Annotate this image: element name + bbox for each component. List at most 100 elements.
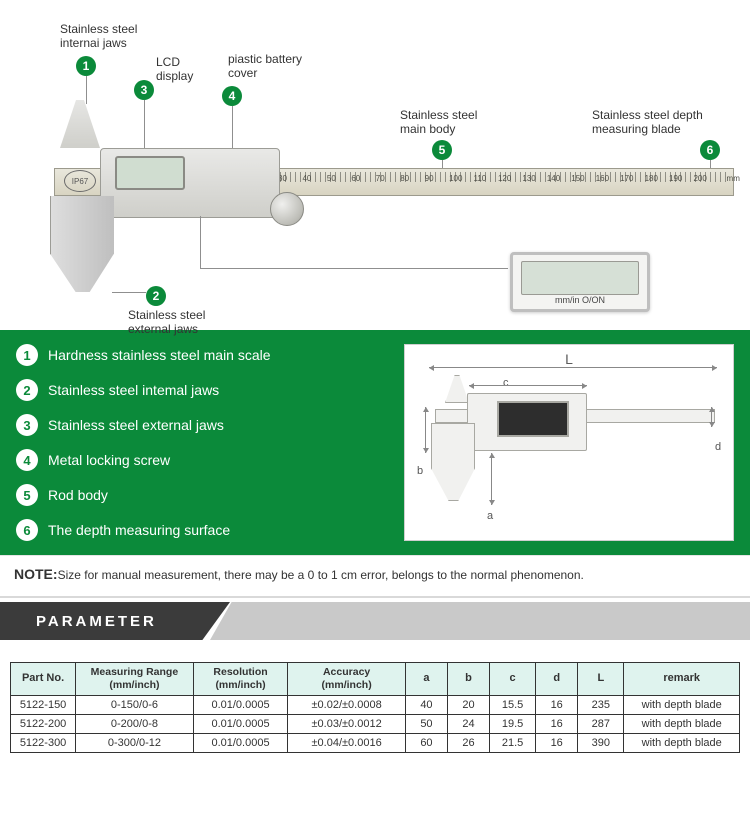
col-b: b <box>447 663 489 696</box>
feature-text: The depth measuring surface <box>48 522 230 538</box>
leader-1 <box>86 76 87 104</box>
callout-6-badge: 6 <box>700 140 720 160</box>
feature-list: 1 Hardness stainless steel main scale 2St… <box>16 344 386 541</box>
col-acc: Accuracy(mm/inch) <box>288 663 406 696</box>
cell: 15.5 <box>489 696 535 715</box>
tick: 80 <box>400 174 424 183</box>
parameter-title: PARAMETER <box>36 613 157 630</box>
dim-arrow-L <box>429 367 717 368</box>
dimension-drawing: L c d b a <box>404 344 734 541</box>
col-range: Measuring Range(mm/inch) <box>76 663 194 696</box>
col-d: d <box>536 663 578 696</box>
tick: 190 <box>669 174 693 183</box>
callout-4-label: piastic batterycover <box>228 52 302 81</box>
parameter-table: Part No. Measuring Range(mm/inch) Resolu… <box>10 662 740 753</box>
feature-num: 4 <box>16 449 38 471</box>
dim-internal-jaws <box>445 375 469 403</box>
dim-varrow-a <box>491 453 492 505</box>
cell: 5122-200 <box>11 715 76 734</box>
col-a: a <box>405 663 447 696</box>
callout-6-label: Stainless steel depthmeasuring blade <box>592 108 703 137</box>
feature-num: 3 <box>16 414 38 436</box>
callout-2-label: Stainless steelexternal jaws <box>128 308 205 337</box>
feature-num: 6 <box>16 519 38 541</box>
leader-2 <box>112 292 146 293</box>
feature-num: 1 <box>16 344 38 366</box>
note-line: NOTE:Size for manual measurement, there … <box>0 555 750 596</box>
col-L: L <box>578 663 624 696</box>
cell: 0.01/0.0005 <box>193 715 288 734</box>
cell: ±0.04/±0.0016 <box>288 734 406 753</box>
dim-a: a <box>487 510 493 522</box>
tick: 150 <box>571 174 595 183</box>
table-row: 5122-150 0-150/0-6 0.01/0.0005 ±0.02/±0.… <box>11 696 740 715</box>
tick: 200 <box>693 174 717 183</box>
tick: 160 <box>596 174 620 183</box>
cell: 5122-300 <box>11 734 76 753</box>
col-remark: remark <box>624 663 740 696</box>
cell: 60 <box>405 734 447 753</box>
lcd-zoom-inset: mm/in O/ON <box>510 252 650 312</box>
cell: with depth blade <box>624 696 740 715</box>
col-res: Resolution(mm/inch) <box>193 663 288 696</box>
tick: 130 <box>522 174 546 183</box>
internal-jaws <box>60 100 100 148</box>
tick: 140 <box>547 174 571 183</box>
cell: 19.5 <box>489 715 535 734</box>
feature-item: 2Stainless steel intemal jaws <box>16 379 386 401</box>
cell: 50 <box>405 715 447 734</box>
table-head: Part No. Measuring Range(mm/inch) Resolu… <box>11 663 740 696</box>
note-label: NOTE: <box>14 566 58 582</box>
leader-zoom-h <box>200 268 508 269</box>
cell: 26 <box>447 734 489 753</box>
tick: 110 <box>474 174 498 183</box>
feature-text: Hardness stainless steel main scale <box>48 347 271 363</box>
tick: 40 <box>302 174 326 183</box>
product-diagram: Stainless steelinternai jaws 1 LCDdispla… <box>0 0 750 330</box>
ruler-numbers: 30 40 50 60 70 80 90 100 110 120 130 140… <box>278 174 740 183</box>
feature-item: 1 Hardness stainless steel main scale <box>16 344 386 366</box>
feature-item: 5Rod body <box>16 484 386 506</box>
tick: 30 <box>278 174 302 183</box>
callout-3-badge: 3 <box>134 80 154 100</box>
cell: 40 <box>405 696 447 715</box>
cell: with depth blade <box>624 734 740 753</box>
ip67-badge: IP67 <box>64 170 96 192</box>
tick: 60 <box>351 174 375 183</box>
feature-text: Stainless steel external jaws <box>48 417 224 433</box>
ruler-unit: mm <box>718 174 740 183</box>
table-row: 5122-200 0-200/0-8 0.01/0.0005 ±0.03/±0.… <box>11 715 740 734</box>
cell: 16 <box>536 734 578 753</box>
dim-external-jaws <box>431 423 475 501</box>
cell: ±0.02/±0.0008 <box>288 696 406 715</box>
dim-lcd <box>497 401 569 437</box>
table-row: 5122-300 0-300/0-12 0.01/0.0005 ±0.04/±0… <box>11 734 740 753</box>
cell: 24 <box>447 715 489 734</box>
parameter-header: PARAMETER <box>0 602 750 640</box>
dim-arrow-c <box>469 385 587 386</box>
callout-5-badge: 5 <box>432 140 452 160</box>
cell: with depth blade <box>624 715 740 734</box>
cell: 20 <box>447 696 489 715</box>
tick: 170 <box>620 174 644 183</box>
feature-panel: 1 Hardness stainless steel main scale 2St… <box>0 330 750 555</box>
cell: 0.01/0.0005 <box>193 734 288 753</box>
cell: 0-150/0-6 <box>76 696 194 715</box>
cell: 0.01/0.0005 <box>193 696 288 715</box>
callout-1-label: Stainless steelinternai jaws <box>60 22 137 51</box>
callout-4-badge: 4 <box>222 86 242 106</box>
dim-c: c <box>503 377 509 389</box>
table-body: 5122-150 0-150/0-6 0.01/0.0005 ±0.02/±0.… <box>11 696 740 753</box>
cell: 0-300/0-12 <box>76 734 194 753</box>
cell: 21.5 <box>489 734 535 753</box>
dim-d: d <box>715 441 721 453</box>
dim-L: L <box>565 351 573 367</box>
feature-text: Metal locking screw <box>48 452 170 468</box>
dim-b: b <box>417 465 423 477</box>
cell: 5122-150 <box>11 696 76 715</box>
callout-5-label: Stainless steelmain body <box>400 108 477 137</box>
cell: 235 <box>578 696 624 715</box>
dim-varrow-b <box>425 407 426 453</box>
thumb-wheel <box>270 192 304 226</box>
dim-varrow-d <box>711 407 712 427</box>
